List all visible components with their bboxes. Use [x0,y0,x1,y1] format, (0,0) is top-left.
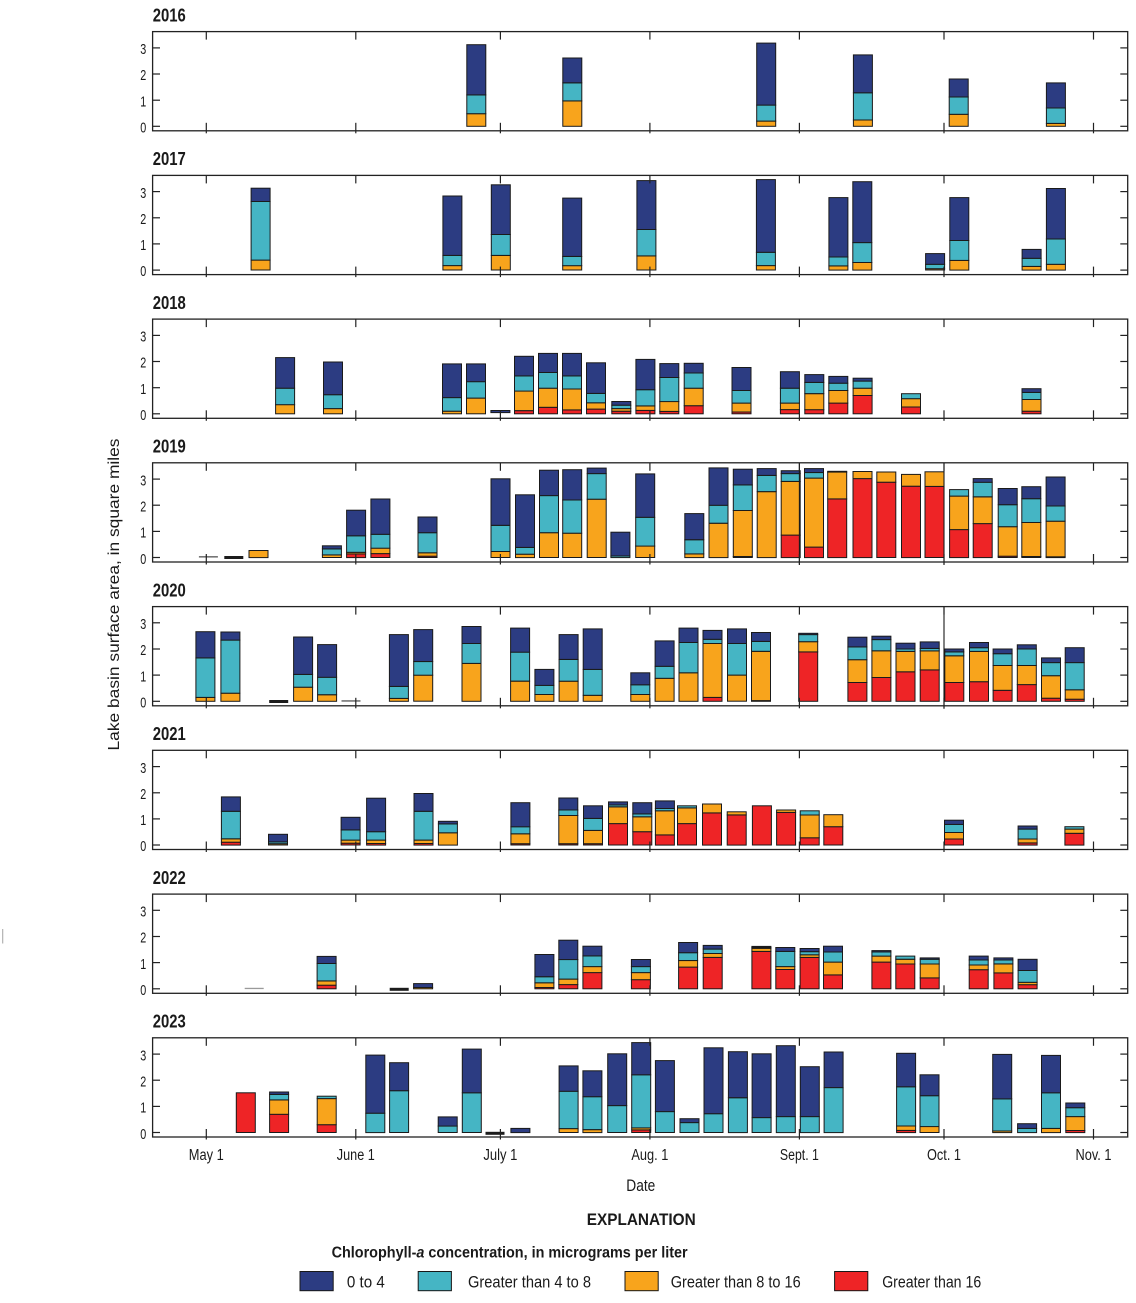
svg-text:1: 1 [140,525,146,542]
svg-text:2023: 2023 [153,1011,186,1032]
svg-text:Greater than 8 to 16: Greater than 8 to 16 [671,1273,801,1292]
svg-text:2: 2 [140,642,146,659]
svg-text:2: 2 [140,498,146,515]
svg-text:2: 2 [140,355,146,372]
svg-text:0: 0 [140,263,146,280]
svg-text:0: 0 [140,695,146,712]
svg-text:Lake basin surface area, in sq: Lake basin surface area, in square miles [106,439,123,751]
svg-text:1: 1 [140,93,146,110]
svg-text:May 1: May 1 [189,1147,224,1164]
svg-text:3: 3 [140,904,146,921]
svg-text:3: 3 [140,329,146,346]
svg-text:2: 2 [140,930,146,947]
svg-text:0: 0 [140,551,146,568]
svg-text:Sept. 1: Sept. 1 [780,1147,819,1164]
svg-text:1: 1 [140,1100,146,1117]
svg-text:0: 0 [140,982,146,999]
svg-text:1: 1 [140,668,146,685]
svg-text:Date: Date [626,1177,655,1195]
svg-text:Greater than 4 to 8: Greater than 4 to 8 [468,1273,591,1292]
svg-text:Chlorophyll-a concentration, i: Chlorophyll-a concentration, in microgra… [332,1245,688,1262]
svg-text:2022: 2022 [153,867,186,888]
svg-text:0: 0 [140,120,146,137]
svg-text:1: 1 [140,956,146,973]
svg-text:2018: 2018 [153,292,186,313]
svg-text:1: 1 [140,237,146,254]
svg-text:3: 3 [140,41,146,58]
svg-text:3: 3 [140,1047,146,1064]
svg-text:2016: 2016 [153,4,186,25]
svg-text:2019: 2019 [153,436,186,457]
svg-text:2020: 2020 [153,579,186,600]
svg-text:2: 2 [140,211,146,228]
svg-text:2: 2 [140,786,146,803]
svg-text:0: 0 [140,838,146,855]
svg-text:1: 1 [140,381,146,398]
svg-text:2017: 2017 [153,148,186,169]
svg-text:3: 3 [140,616,146,633]
svg-text:Greater than 16: Greater than 16 [882,1273,981,1292]
svg-text:2: 2 [140,1074,146,1091]
svg-text:3: 3 [140,760,146,777]
svg-text:Nov. 1: Nov. 1 [1076,1147,1112,1164]
svg-text:0 to 4: 0 to 4 [347,1273,385,1292]
svg-text:July 1: July 1 [483,1147,517,1164]
svg-text:3: 3 [140,185,146,202]
svg-text:EXPLANATION: EXPLANATION [587,1210,696,1229]
svg-text:Aug. 1: Aug. 1 [631,1147,668,1164]
svg-text:0: 0 [140,407,146,424]
svg-text:1: 1 [140,812,146,829]
svg-text:0: 0 [140,1126,146,1143]
svg-text:June 1: June 1 [337,1147,375,1164]
svg-text:2021: 2021 [153,723,186,744]
svg-text:3: 3 [140,472,146,489]
svg-text:2: 2 [140,67,146,84]
svg-text:Oct. 1: Oct. 1 [927,1147,961,1164]
